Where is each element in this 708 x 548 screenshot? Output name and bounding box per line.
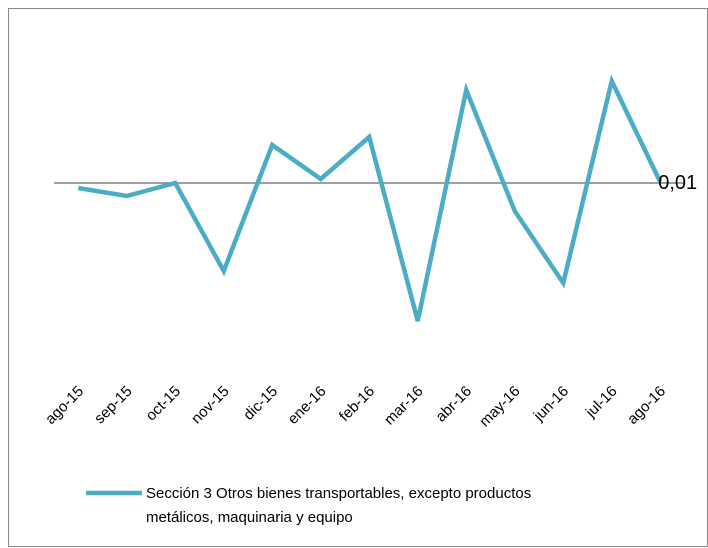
series-line bbox=[77, 74, 663, 322]
chart-border bbox=[8, 8, 708, 547]
data-label: 0,01 bbox=[658, 172, 697, 194]
legend-label: Sección 3 Otros bienes transportables, e… bbox=[146, 485, 531, 526]
